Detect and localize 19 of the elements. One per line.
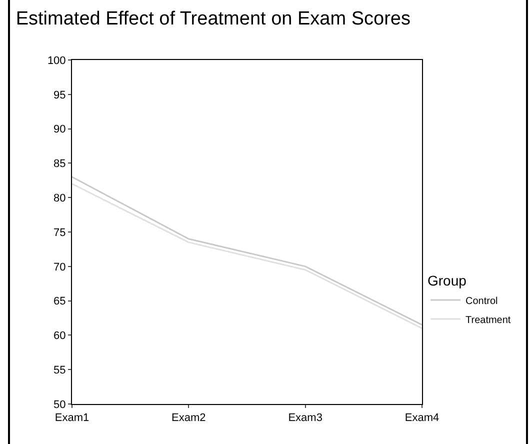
y-tick-label: 100 [47, 54, 66, 67]
y-tick-label: 50 [54, 398, 66, 411]
x-tick-label: Exam2 [172, 412, 206, 424]
y-tick-label: 90 [54, 124, 66, 136]
y-tick-label: 65 [54, 296, 66, 308]
y-tick-label: 95 [54, 89, 66, 102]
legend-title: Group [428, 272, 467, 288]
chart-title: Estimated Effect of Treatment on Exam Scores [16, 8, 410, 30]
x-tick-label: Exam4 [404, 412, 440, 424]
x-tick-label: Exam1 [54, 412, 90, 424]
y-tick-label: 85 [54, 158, 66, 170]
y-tick-label: 55 [54, 364, 66, 376]
y-tick-label: 80 [54, 192, 66, 204]
x-tick-label: Exam3 [288, 412, 322, 424]
y-tick-label: 75 [54, 226, 66, 239]
legend-label: Treatment [466, 314, 511, 326]
y-tick-label: 60 [54, 330, 66, 342]
y-tick-label: 70 [54, 261, 66, 274]
legend-label: Control [466, 296, 498, 307]
